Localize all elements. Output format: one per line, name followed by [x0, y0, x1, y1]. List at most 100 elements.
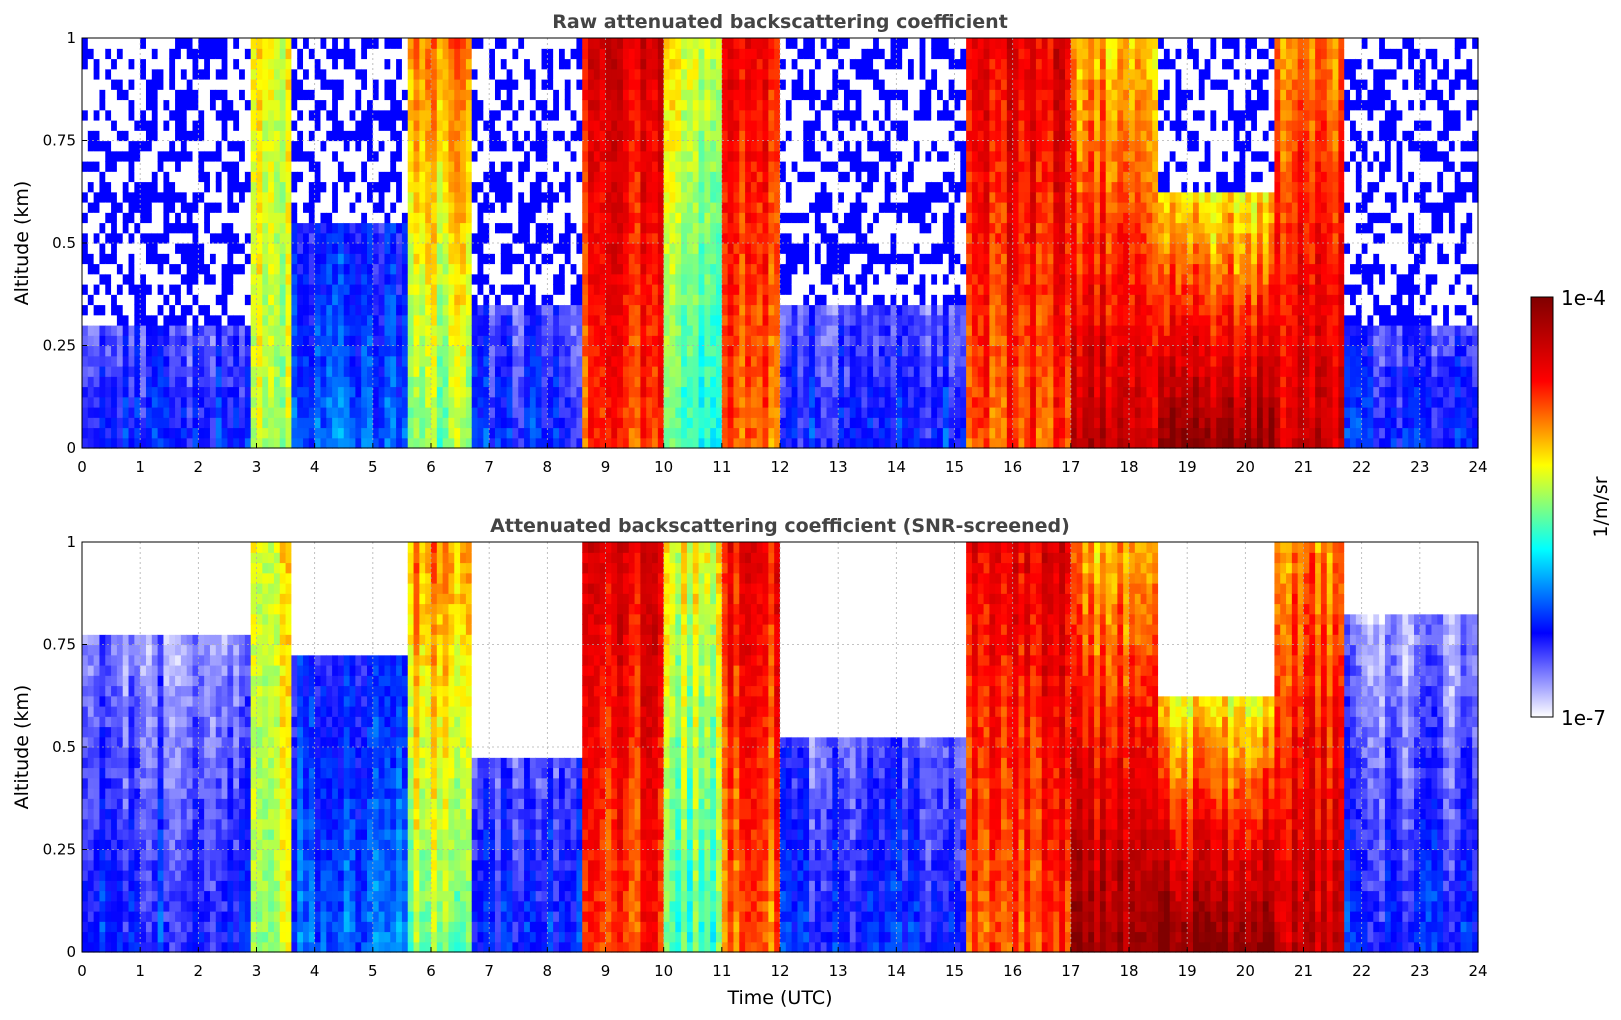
- heat-cell: [791, 376, 799, 388]
- heat-cell: [535, 294, 543, 306]
- heat-cell: [268, 232, 275, 244]
- heat-cell: [390, 202, 397, 213]
- heat-cell: [157, 99, 165, 111]
- heat-cell: [378, 68, 386, 80]
- heat-cell: [628, 386, 636, 398]
- heat-cell: [186, 294, 194, 306]
- heat-cell: [396, 314, 403, 326]
- heat-cell: [297, 171, 304, 183]
- heat-cell: [326, 89, 333, 101]
- heat-cell: [768, 120, 775, 131]
- heat-cell: [576, 140, 583, 152]
- heat-cell: [256, 202, 263, 213]
- heat-cell: [622, 243, 630, 254]
- heat-cell: [431, 396, 438, 408]
- heat-cell: [215, 68, 223, 80]
- heat-cell: [99, 263, 106, 275]
- heat-cell: [593, 109, 601, 121]
- heat-cell: [93, 48, 101, 60]
- heat-cell: [303, 284, 310, 295]
- heat-cell: [384, 427, 391, 439]
- heat-cell: [436, 427, 444, 439]
- heat-cell: [250, 181, 258, 193]
- heat-cell: [710, 417, 717, 429]
- heat-cell: [122, 263, 130, 275]
- heat-cell: [506, 130, 514, 142]
- heat-cell: [431, 109, 438, 121]
- heat-cell: [762, 222, 769, 234]
- heat-cell: [588, 417, 595, 429]
- heat-cell: [122, 345, 130, 357]
- heat-cell: [454, 48, 461, 60]
- heat-cell: [692, 304, 700, 316]
- heat-cell: [128, 191, 135, 203]
- heat-cell: [768, 304, 775, 316]
- heat-cell: [570, 366, 578, 377]
- heat-cell: [82, 325, 89, 336]
- heat-cell: [704, 99, 711, 111]
- heat-cell: [547, 48, 554, 60]
- heat-cell: [413, 355, 420, 367]
- heat-cell: [291, 79, 298, 90]
- heat-cell: [721, 417, 729, 429]
- heat-cell: [494, 38, 502, 49]
- heat-cell: [425, 386, 432, 398]
- heat-cell: [675, 294, 682, 306]
- heat-cell: [710, 386, 717, 398]
- heat-cell: [710, 263, 717, 275]
- heat-cell: [87, 273, 95, 285]
- heat-cell: [204, 376, 211, 388]
- heat-cell: [547, 355, 554, 367]
- heat-cell: [652, 355, 659, 367]
- heat-cell: [529, 417, 537, 429]
- heat-cell: [704, 335, 711, 347]
- heat-cell: [547, 181, 554, 193]
- heat-cell: [314, 48, 322, 60]
- heat-cell: [175, 150, 182, 162]
- heat-cell: [547, 89, 554, 101]
- heat-cell: [756, 386, 764, 398]
- heat-cell: [320, 355, 327, 367]
- heat-cell: [308, 181, 316, 193]
- heat-cell: [745, 202, 752, 213]
- heat-cell: [303, 212, 310, 224]
- heat-cell: [367, 355, 374, 367]
- heat-cell: [646, 161, 653, 172]
- heat-cell: [622, 335, 630, 347]
- heat-cell: [244, 427, 252, 439]
- heat-cell: [617, 407, 624, 418]
- heat-cell: [681, 120, 688, 131]
- heat-cell: [273, 120, 281, 131]
- heat-cell: [593, 427, 601, 439]
- heat-cell: [425, 68, 432, 80]
- heat-cell: [460, 171, 467, 183]
- heat-cell: [308, 140, 316, 152]
- heat-cell: [93, 109, 101, 121]
- heat-cell: [320, 99, 327, 111]
- heat-cell: [367, 263, 374, 275]
- heat-cell: [413, 273, 420, 285]
- heat-cell: [762, 407, 769, 418]
- heat-cell: [407, 355, 415, 367]
- heat-cell: [698, 130, 705, 142]
- heat-cell: [558, 335, 566, 347]
- heat-cell: [657, 99, 665, 111]
- heat-cell: [628, 79, 636, 90]
- heat-cell: [233, 304, 240, 316]
- heat-cell: [628, 222, 636, 234]
- heat-cell: [93, 99, 101, 111]
- heat-cell: [553, 109, 560, 121]
- heat-cell: [431, 68, 438, 80]
- heat-cell: [256, 284, 263, 295]
- heat-cell: [268, 417, 275, 429]
- heat-cell: [105, 273, 112, 285]
- heat-cell: [611, 202, 618, 213]
- heat-cell: [657, 79, 665, 90]
- heat-cell: [483, 212, 490, 224]
- heat-cell: [448, 79, 455, 90]
- heat-cell: [291, 294, 298, 306]
- heat-cell: [320, 140, 327, 152]
- heat-cell: [663, 130, 671, 142]
- heat-cell: [425, 232, 432, 244]
- heat-cell: [780, 68, 787, 80]
